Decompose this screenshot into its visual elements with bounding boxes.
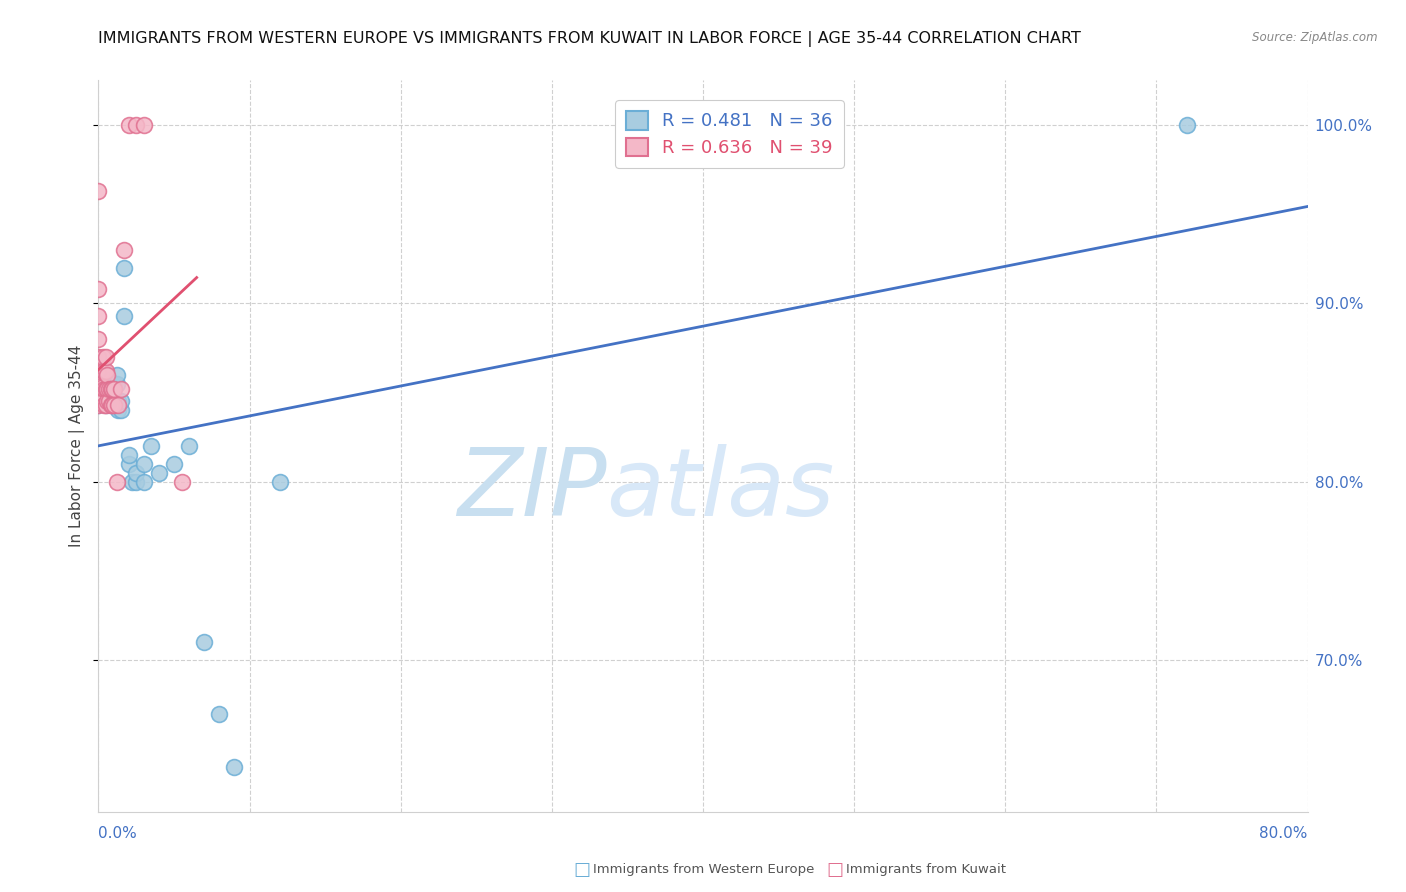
Point [112, 309, 135, 323]
Point [170, 475, 193, 489]
Point [94, 398, 117, 412]
Point [98, 382, 121, 396]
Text: atlas: atlas [606, 444, 835, 535]
Point [98, 382, 121, 396]
Point [193, 635, 215, 649]
Point [125, 118, 148, 132]
Point [110, 382, 132, 396]
Point [87, 309, 110, 323]
Point [103, 376, 125, 391]
Point [141, 439, 163, 453]
Point [94, 398, 117, 412]
Point [100, 389, 122, 403]
Point [100, 398, 122, 412]
Point [125, 475, 148, 489]
Point [224, 760, 246, 774]
Point [105, 475, 128, 489]
Point [91, 350, 114, 364]
Legend: R = 0.481   N = 36, R = 0.636   N = 39: R = 0.481 N = 36, R = 0.636 N = 39 [616, 100, 844, 168]
Point [101, 382, 124, 396]
Point [101, 376, 124, 391]
Point [94, 364, 117, 378]
Text: Immigrants from Kuwait: Immigrants from Kuwait [846, 863, 1007, 876]
Point [107, 398, 129, 412]
Point [87, 389, 110, 403]
Point [107, 394, 129, 409]
Text: □: □ [574, 861, 591, 879]
Point [87, 398, 110, 412]
Point [1175, 118, 1198, 132]
Point [96, 382, 118, 396]
Point [91, 394, 114, 409]
Point [103, 382, 125, 396]
Point [101, 398, 124, 412]
Point [118, 118, 141, 132]
Point [93, 382, 115, 396]
Text: 80.0%: 80.0% [1260, 826, 1308, 841]
Point [105, 376, 128, 391]
Point [103, 398, 125, 412]
Text: □: □ [827, 861, 844, 879]
Point [93, 398, 115, 412]
Point [112, 260, 135, 275]
Point [100, 382, 122, 396]
Point [94, 350, 117, 364]
Text: 0.0%: 0.0% [98, 826, 138, 841]
Point [91, 380, 114, 394]
Point [103, 398, 125, 412]
Point [110, 403, 132, 417]
Point [96, 368, 118, 382]
Point [91, 364, 114, 378]
Point [105, 368, 128, 382]
Point [87, 184, 110, 198]
Point [118, 457, 141, 471]
Point [269, 475, 291, 489]
Point [121, 475, 143, 489]
Point [112, 243, 135, 257]
Point [132, 475, 155, 489]
Point [132, 457, 155, 471]
Point [179, 439, 201, 453]
Y-axis label: In Labor Force | Age 35-44: In Labor Force | Age 35-44 [69, 345, 86, 547]
Point [93, 364, 115, 378]
Point [98, 373, 121, 387]
Point [87, 282, 110, 296]
Point [94, 382, 117, 396]
Point [98, 394, 121, 409]
Point [87, 350, 110, 364]
Point [96, 394, 118, 409]
Point [163, 457, 186, 471]
Point [107, 403, 129, 417]
Point [132, 118, 155, 132]
Point [100, 398, 122, 412]
Text: ZIP: ZIP [457, 444, 606, 535]
Point [103, 389, 125, 403]
Point [87, 376, 110, 391]
Point [87, 398, 110, 412]
Point [208, 706, 231, 721]
Point [118, 448, 141, 462]
Text: IMMIGRANTS FROM WESTERN EUROPE VS IMMIGRANTS FROM KUWAIT IN LABOR FORCE | AGE 35: IMMIGRANTS FROM WESTERN EUROPE VS IMMIGR… [98, 31, 1081, 47]
Text: Source: ZipAtlas.com: Source: ZipAtlas.com [1253, 31, 1378, 45]
Point [110, 394, 132, 409]
Point [101, 385, 124, 400]
Text: Immigrants from Western Europe: Immigrants from Western Europe [593, 863, 814, 876]
Point [148, 466, 170, 480]
Point [87, 364, 110, 378]
Point [87, 332, 110, 346]
Point [125, 466, 148, 480]
Point [94, 389, 117, 403]
